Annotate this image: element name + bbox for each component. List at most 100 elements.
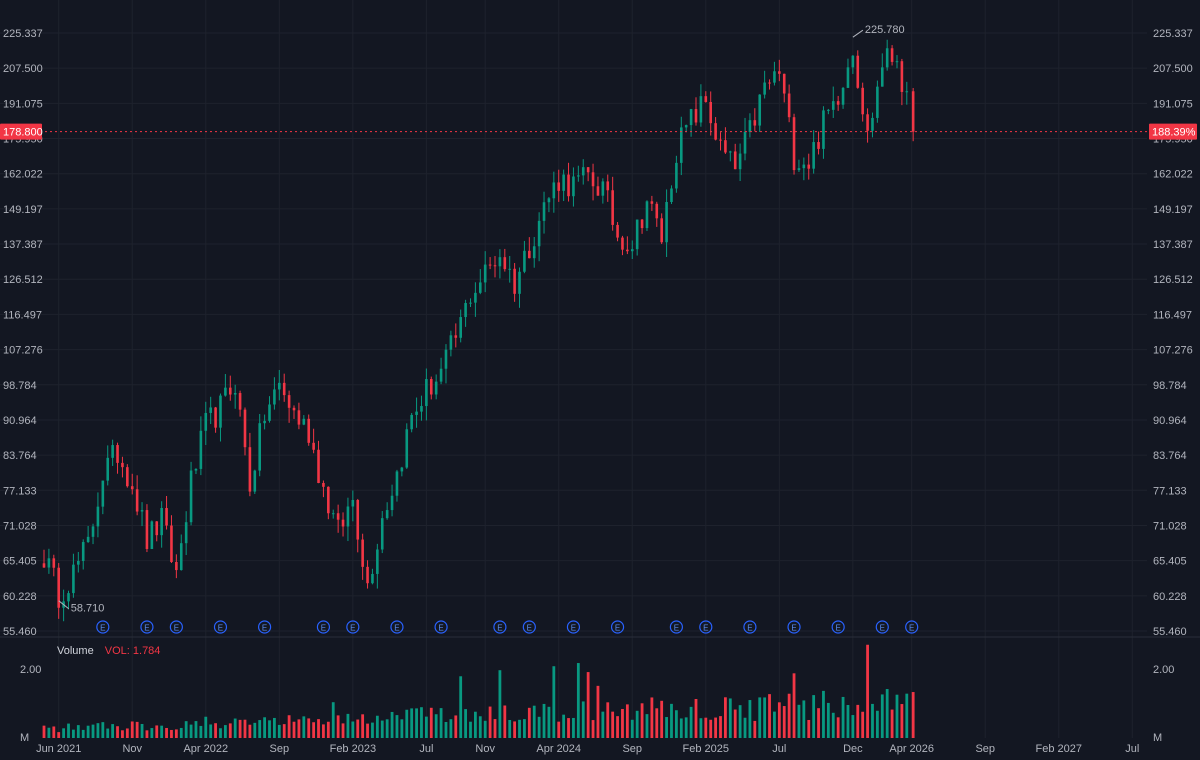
volume-bar — [537, 716, 541, 738]
volume-bar — [454, 715, 458, 738]
volume-bar — [885, 689, 889, 738]
volume-bar — [469, 721, 472, 738]
earnings-marker — [258, 620, 272, 634]
candle-body — [748, 120, 752, 132]
candle-body — [547, 198, 551, 203]
candle-body — [449, 335, 453, 350]
candle-body — [189, 470, 193, 523]
candle-body — [478, 282, 482, 293]
volume-bar — [601, 711, 605, 738]
price-axis-label-left: 60.228 — [3, 591, 37, 603]
candle-body — [390, 495, 394, 511]
volume-bar — [400, 719, 404, 738]
volume-legend-label: Volume — [57, 645, 94, 657]
candle-body — [856, 55, 860, 88]
candle-body — [630, 249, 634, 252]
candle-body — [385, 510, 389, 519]
volume-bar — [738, 705, 742, 738]
volume-bar — [822, 690, 825, 738]
price-axis-label-right: 77.133 — [1153, 485, 1187, 497]
volume-bar — [787, 693, 791, 738]
volume-bar — [719, 716, 722, 738]
earnings-marker — [390, 620, 404, 634]
earnings-marker-label: E — [615, 624, 620, 633]
volume-bar — [513, 721, 517, 738]
volume-bar — [699, 718, 703, 738]
earnings-marker — [316, 620, 331, 634]
high-low-markers: 225.780 58.710 — [58, 24, 905, 615]
time-axis-label: Feb 2025 — [683, 743, 729, 755]
candle-body — [581, 167, 585, 176]
volume-bar — [679, 718, 683, 738]
volume-bar — [782, 706, 786, 738]
volume-bar — [346, 713, 350, 738]
volume-bar — [380, 720, 384, 738]
volume-bar — [125, 728, 129, 738]
volume-bar — [287, 715, 291, 738]
volume-bar — [449, 719, 453, 738]
volume-bar — [273, 717, 276, 738]
current-percent-tag-right-label: 188.39% — [1152, 127, 1196, 139]
volume-bar — [547, 706, 551, 738]
candle-body — [665, 201, 668, 243]
volume-bar — [493, 719, 497, 738]
candle-body — [248, 447, 252, 492]
volume-bar — [709, 719, 713, 738]
volume-bar — [880, 694, 884, 738]
candle-body — [885, 48, 889, 68]
volume-bar — [483, 720, 487, 738]
volume-bar — [508, 720, 512, 738]
candle-body — [204, 412, 208, 431]
earnings-marker-label: E — [350, 624, 355, 633]
candle-body — [434, 381, 438, 395]
candle-body — [179, 543, 183, 571]
candle-body — [287, 395, 291, 408]
candle-body — [719, 139, 722, 141]
candle-body — [312, 442, 315, 450]
candle-body — [616, 224, 619, 238]
candle-body — [493, 265, 497, 267]
price-axis-label-right: 71.028 — [1153, 520, 1187, 532]
candle-body — [140, 510, 144, 512]
volume-bar — [591, 720, 595, 738]
candle-body — [709, 101, 713, 124]
candle-body — [214, 407, 217, 428]
candle-body — [420, 406, 423, 412]
volume-bar — [714, 717, 718, 738]
volume-bar — [233, 718, 237, 738]
earnings-marker — [169, 620, 183, 634]
volume-bar — [302, 716, 306, 738]
volume-bar — [111, 724, 115, 738]
volume-bar — [498, 670, 502, 738]
volume-bar — [76, 725, 80, 738]
candle-body — [753, 120, 757, 126]
candle-body — [253, 470, 257, 492]
candle-body — [812, 142, 815, 169]
candle-body — [660, 218, 663, 243]
time-axis-label: Apr 2026 — [889, 743, 934, 755]
earnings-marker-label: E — [835, 624, 840, 633]
earnings-marker — [875, 620, 889, 634]
candle-body — [596, 186, 600, 196]
candle-body — [621, 237, 624, 250]
candle-body — [797, 168, 801, 171]
time-axis-label: Jul — [1125, 743, 1139, 755]
volume-bar — [478, 716, 482, 738]
candle-body — [523, 250, 526, 272]
earnings-marker — [493, 620, 507, 634]
volume-bar — [581, 701, 585, 738]
volume-bar — [831, 712, 835, 738]
volume-bar — [243, 719, 247, 738]
volume-bar — [527, 707, 531, 738]
candle-body — [52, 558, 56, 568]
candle-body — [405, 429, 409, 468]
low-marker-label: 58.710 — [71, 603, 105, 615]
volume-bar — [106, 728, 110, 738]
volume-bar — [773, 711, 776, 738]
volume-bar — [307, 718, 311, 738]
volume-bar — [91, 724, 95, 738]
volume-bar — [165, 727, 168, 738]
price-axis-label-right: 126.512 — [1153, 274, 1193, 286]
price-axis-label-right: 98.784 — [1153, 380, 1187, 392]
